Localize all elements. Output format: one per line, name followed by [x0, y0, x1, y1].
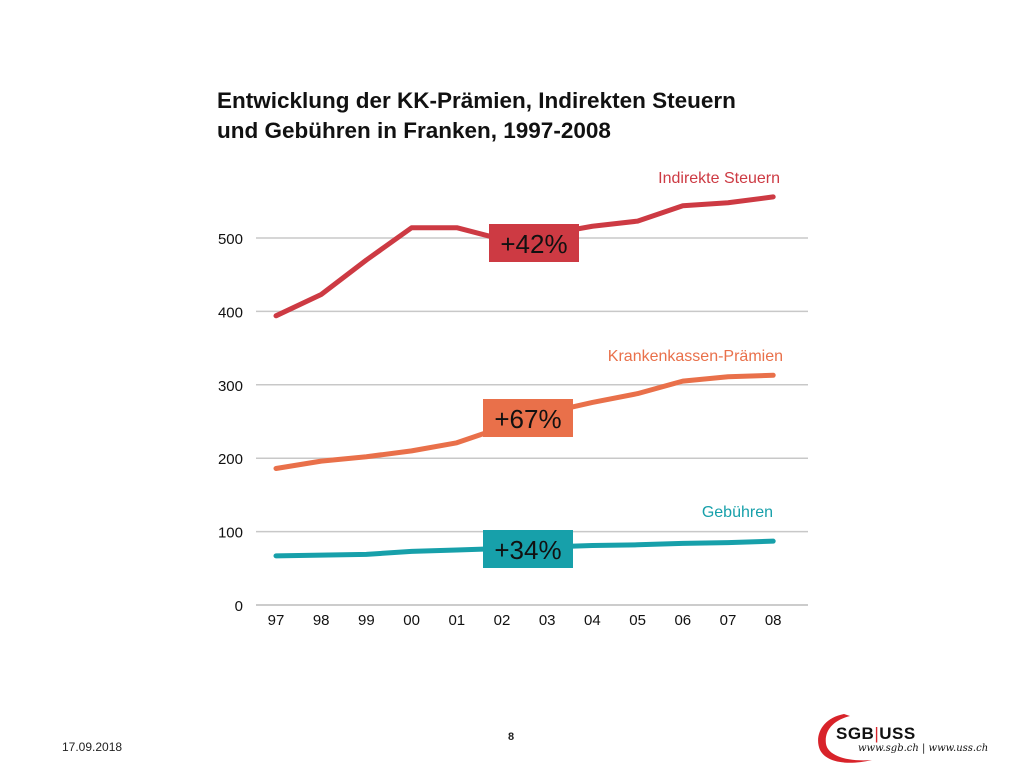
badge-text-1: +67% — [494, 404, 561, 434]
x-tick-label-06: 06 — [674, 612, 691, 629]
x-tick-label-99: 99 — [358, 612, 375, 629]
x-tick-label-97: 97 — [268, 612, 285, 629]
badge-text-0: +42% — [500, 229, 567, 259]
x-axis-tick-labels: 97 98 99 00 01 02 03 04 05 06 07 08 — [268, 612, 782, 629]
logo-separator: | — [874, 724, 880, 743]
x-tick-label-08: 08 — [765, 612, 782, 629]
logo-url: www.sgb.ch | www.uss.ch — [858, 743, 989, 754]
y-tick-label-100: 100 — [218, 525, 243, 542]
x-tick-label-98: 98 — [313, 612, 330, 629]
y-tick-label-400: 400 — [218, 304, 243, 321]
series-badges: +42% +67% +34% — [483, 224, 579, 568]
chart-title: Entwicklung der KK-Prämien, Indirekten S… — [217, 86, 817, 146]
chart-title-line-1: Entwicklung der KK-Prämien, Indirekten S… — [217, 88, 736, 113]
logo-sgb: SGB — [836, 724, 875, 743]
badge-bg-2 — [483, 530, 573, 568]
y-tick-label-500: 500 — [218, 231, 243, 248]
y-tick-label-0: 0 — [235, 598, 243, 615]
x-tick-label-04: 04 — [584, 612, 601, 629]
badge-bg-0 — [489, 224, 579, 262]
x-tick-label-02: 02 — [494, 612, 511, 629]
x-tick-label-00: 00 — [403, 612, 420, 629]
series-label-2: Gebühren — [702, 504, 773, 521]
x-tick-label-01: 01 — [448, 612, 465, 629]
logo-uss: USS — [879, 724, 916, 743]
y-tick-label-300: 300 — [218, 378, 243, 395]
x-tick-label-03: 03 — [539, 612, 556, 629]
logo-wordmark: SGB|USS — [836, 724, 916, 744]
line-chart: 0 100 200 300 400 500 97 98 99 00 01 02 03 04 05 06 07 0… — [218, 170, 808, 629]
footer-date: 17.09.2018 — [62, 740, 123, 754]
x-tick-label-05: 05 — [629, 612, 646, 629]
y-tick-label-200: 200 — [218, 451, 243, 468]
badge-text-2: +34% — [494, 535, 561, 565]
page-number: 8 — [508, 731, 515, 743]
series-label-0: Indirekte Steuern — [658, 170, 780, 187]
series-label-1: Krankenkassen-Prämien — [608, 348, 783, 365]
series-labels: Indirekte Steuern Krankenkassen-Prämien Ge… — [608, 170, 783, 521]
x-tick-label-07: 07 — [720, 612, 737, 629]
badge-bg-1 — [483, 399, 573, 437]
y-axis-tick-labels: 0 100 200 300 400 500 — [218, 231, 243, 615]
chart-title-line-2: und Gebühren in Franken, 1997-2008 — [217, 118, 611, 143]
